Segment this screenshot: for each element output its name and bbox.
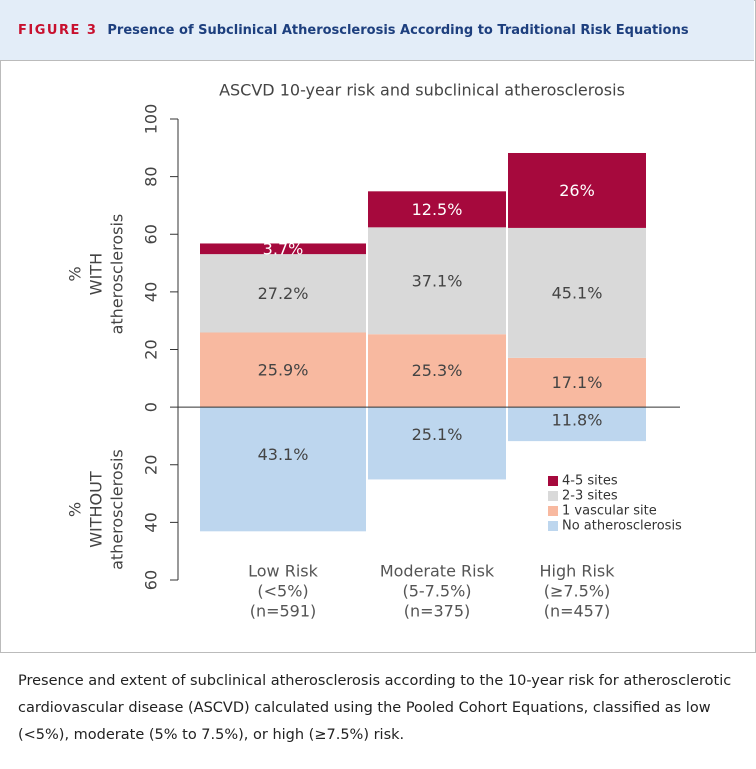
value-label: 45.1% bbox=[552, 283, 603, 302]
value-label: 26% bbox=[559, 181, 595, 200]
x-tick-label: (n=457) bbox=[544, 602, 611, 621]
bar-segment bbox=[200, 407, 366, 532]
y-tick-label: 20 bbox=[142, 339, 161, 359]
bar-segment bbox=[508, 407, 646, 442]
caption: Presence and extent of subclinical ather… bbox=[18, 673, 732, 743]
value-label: 12.5% bbox=[412, 200, 463, 219]
legend-label: No atherosclerosis bbox=[562, 519, 682, 534]
x-tick-label: (<5%) bbox=[257, 582, 308, 601]
value-label: 25.9% bbox=[258, 360, 309, 379]
x-tick-label: (5-7.5%) bbox=[402, 582, 471, 601]
y-axis-title: % bbox=[66, 502, 85, 517]
y-tick-label: 40 bbox=[142, 282, 161, 302]
value-label: 3.7% bbox=[263, 239, 304, 258]
value-label: 25.3% bbox=[412, 361, 463, 380]
x-tick-label: High Risk bbox=[539, 562, 615, 581]
bar-segment bbox=[368, 407, 506, 480]
value-label: 17.1% bbox=[552, 373, 603, 392]
y-tick-label: 80 bbox=[142, 166, 161, 186]
y-tick-label: 20 bbox=[142, 455, 161, 475]
value-label: 43.1% bbox=[258, 445, 309, 464]
y-tick-label: 0 bbox=[142, 402, 161, 412]
bar-segment bbox=[368, 334, 506, 408]
value-label: 11.8% bbox=[552, 411, 603, 430]
bar-segment bbox=[200, 254, 366, 333]
bar-segment bbox=[200, 243, 366, 255]
legend-swatch bbox=[548, 476, 558, 486]
y-tick-label: 100 bbox=[142, 104, 161, 135]
chart: ASCVD 10-year risk and subclinical ather… bbox=[66, 81, 683, 621]
legend-swatch bbox=[548, 506, 558, 516]
chart-title: ASCVD 10-year risk and subclinical ather… bbox=[219, 81, 625, 100]
bar-segment bbox=[508, 357, 646, 408]
figure-title: Presence of Subclinical Atherosclerosis … bbox=[107, 22, 689, 38]
y-axis-title: WITH bbox=[87, 253, 106, 295]
x-tick-label: Moderate Risk bbox=[380, 562, 495, 581]
value-label: 37.1% bbox=[412, 271, 463, 290]
x-tick-label: (n=591) bbox=[250, 602, 317, 621]
bar-segment bbox=[200, 332, 366, 408]
x-tick-label: (n=375) bbox=[404, 602, 471, 621]
legend-swatch bbox=[548, 521, 558, 531]
bar-segment bbox=[368, 191, 506, 228]
value-label: 27.2% bbox=[258, 284, 309, 303]
bar-segment bbox=[508, 227, 646, 358]
y-tick-label: 60 bbox=[142, 570, 161, 590]
y-axis-title: % bbox=[66, 266, 85, 281]
bar-segment bbox=[368, 227, 506, 335]
legend-swatch bbox=[548, 491, 558, 501]
y-axis-title: atherosclerosis bbox=[108, 449, 127, 570]
y-tick-label: 40 bbox=[142, 512, 161, 532]
x-tick-label: Low Risk bbox=[248, 562, 318, 581]
figure-label: FIGURE 3 bbox=[18, 22, 98, 38]
value-label: 25.1% bbox=[412, 425, 463, 444]
legend-label: 4-5 sites bbox=[562, 474, 618, 489]
y-axis-title: atherosclerosis bbox=[108, 214, 127, 335]
x-tick-label: (≥7.5%) bbox=[544, 582, 611, 601]
figure-header: FIGURE 3 Presence of Subclinical Atheros… bbox=[0, 0, 754, 61]
y-axis-title: WITHOUT bbox=[87, 471, 106, 548]
legend-label: 1 vascular site bbox=[562, 504, 657, 519]
y-tick-label: 60 bbox=[142, 224, 161, 244]
legend-label: 2-3 sites bbox=[562, 489, 618, 504]
bar-segment bbox=[508, 152, 646, 228]
